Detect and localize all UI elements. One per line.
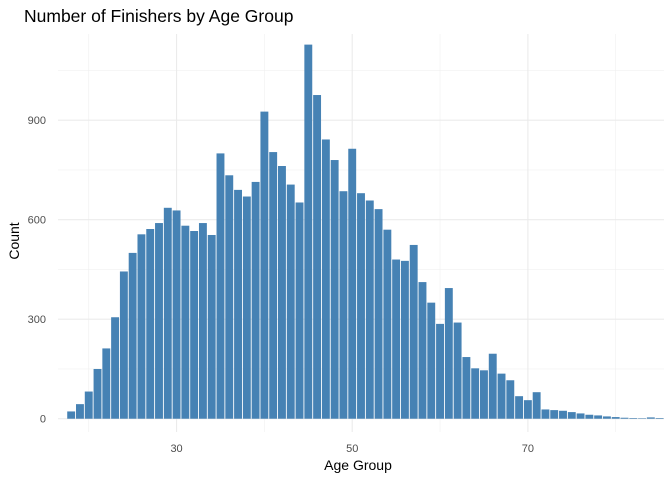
- bar: [260, 111, 269, 419]
- bar: [480, 370, 488, 419]
- bar: [488, 353, 497, 419]
- bar: [190, 231, 199, 419]
- bar: [594, 415, 603, 419]
- bar: [111, 317, 120, 419]
- bar: [172, 210, 181, 419]
- bar: [286, 184, 295, 419]
- chart-title: Number of Finishers by Age Group: [24, 6, 294, 26]
- bar: [620, 417, 629, 419]
- bar: [559, 410, 567, 419]
- bar: [436, 323, 444, 419]
- bar: [453, 322, 462, 419]
- bar: [198, 223, 207, 419]
- bar: [638, 418, 646, 419]
- bar: [339, 191, 348, 419]
- y-axis-title: Count: [6, 222, 22, 259]
- bar: [585, 414, 594, 419]
- bar: [321, 139, 330, 419]
- bar: [225, 175, 234, 419]
- y-tick-label: 900: [28, 115, 46, 127]
- bar: [523, 400, 532, 419]
- x-axis-title: Age Group: [324, 457, 392, 473]
- bar: [418, 282, 427, 419]
- bar: [532, 392, 541, 419]
- bar: [646, 417, 655, 419]
- y-tick-label: 300: [28, 314, 46, 326]
- bar: [304, 44, 313, 419]
- bar: [400, 260, 409, 419]
- bar: [330, 160, 339, 419]
- bar: [93, 368, 102, 419]
- x-axis-ticks: 30 50 70: [170, 443, 534, 455]
- bar: [84, 391, 93, 419]
- bar: [602, 416, 611, 419]
- y-tick-label: 600: [28, 215, 46, 227]
- bar: [506, 380, 515, 419]
- bars: [67, 44, 664, 419]
- bar: [462, 357, 471, 419]
- bar: [576, 413, 585, 419]
- bar: [655, 418, 664, 419]
- bar: [541, 409, 550, 419]
- bar: [251, 181, 260, 419]
- bar: [365, 200, 374, 419]
- x-tick-label: 30: [170, 443, 182, 455]
- bar: [471, 368, 480, 419]
- bar: [278, 166, 286, 419]
- bar: [163, 207, 172, 419]
- bar: [119, 271, 128, 419]
- bar: [550, 410, 559, 419]
- bar: [207, 234, 216, 419]
- bar: [181, 225, 190, 419]
- bar: [357, 193, 365, 419]
- bar: [146, 229, 155, 419]
- bar: [515, 396, 524, 419]
- bar: [313, 95, 322, 419]
- bar: [155, 223, 163, 419]
- bar: [269, 152, 278, 419]
- y-axis-ticks: 0 300 600 900: [28, 115, 46, 426]
- bar: [611, 417, 620, 419]
- bar: [102, 348, 111, 419]
- bar: [409, 244, 418, 419]
- bar: [348, 148, 357, 419]
- bar: [242, 196, 251, 419]
- bar: [374, 209, 383, 419]
- bar: [295, 202, 304, 419]
- bar: [137, 234, 146, 419]
- bar: [629, 418, 638, 419]
- bar: [128, 252, 137, 419]
- bar: [427, 302, 436, 419]
- x-tick-label: 50: [346, 443, 358, 455]
- bar: [383, 229, 392, 419]
- bar: [216, 153, 225, 419]
- bar: [234, 189, 242, 419]
- bar: [76, 404, 84, 419]
- bar: [444, 288, 453, 419]
- x-tick-label: 70: [522, 443, 534, 455]
- y-tick-label: 0: [40, 414, 46, 426]
- bar: [567, 412, 576, 419]
- bar: [392, 259, 401, 419]
- bar: [67, 411, 76, 419]
- bar: [497, 373, 506, 419]
